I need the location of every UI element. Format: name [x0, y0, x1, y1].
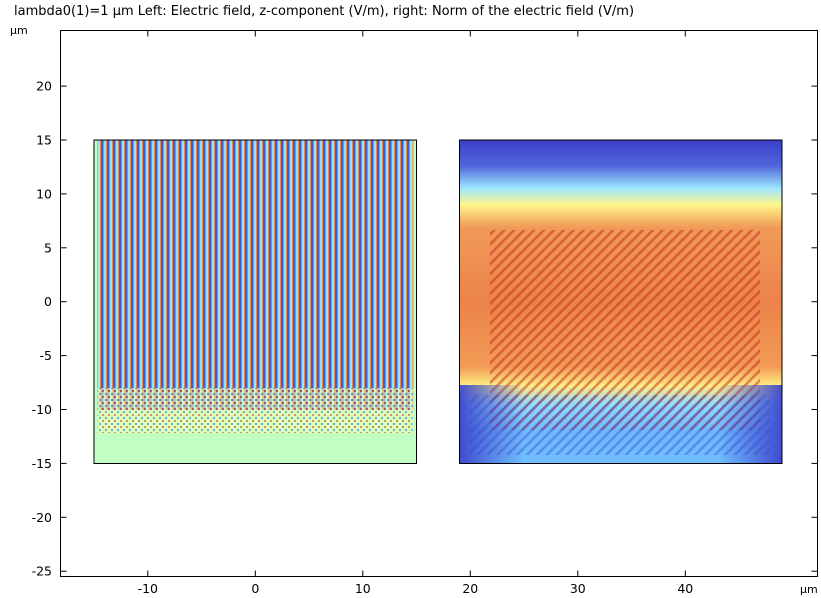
y-tick-label: -15 — [32, 456, 52, 471]
panel-electric-field-z — [93, 139, 417, 464]
x-tick-label: 40 — [677, 581, 693, 596]
x-axis: -10 0 10 20 30 40 — [138, 30, 693, 596]
x-axis-unit-label: µm — [800, 583, 818, 596]
y-tick-label: -25 — [32, 564, 52, 579]
axes-frame — [60, 30, 818, 577]
x-tick-label: 10 — [355, 581, 371, 596]
panel-left-border — [93, 139, 417, 464]
x-tick-label: 30 — [570, 581, 586, 596]
y-tick-label: 15 — [36, 133, 52, 148]
y-tick-label: 10 — [36, 186, 52, 201]
y-tick-label: 0 — [44, 294, 52, 309]
y-tick-label: 5 — [44, 240, 52, 255]
x-tick-label: 20 — [462, 581, 478, 596]
x-tick-label: 0 — [251, 581, 259, 596]
y-axis-unit-label: µm — [10, 24, 28, 37]
panel-electric-field-norm — [459, 139, 783, 464]
y-tick-label: -10 — [32, 402, 52, 417]
y-axis: -25 -20 -15 -10 -5 0 5 10 15 20 — [32, 79, 818, 579]
x-tick-label: -10 — [138, 581, 158, 596]
chart-title: lambda0(1)=1 µm Left: Electric field, z-… — [14, 4, 635, 19]
y-tick-label: -20 — [32, 510, 52, 525]
y-tick-label: 20 — [36, 79, 52, 94]
panel-right-border — [459, 139, 783, 464]
y-tick-label: -5 — [40, 348, 52, 363]
